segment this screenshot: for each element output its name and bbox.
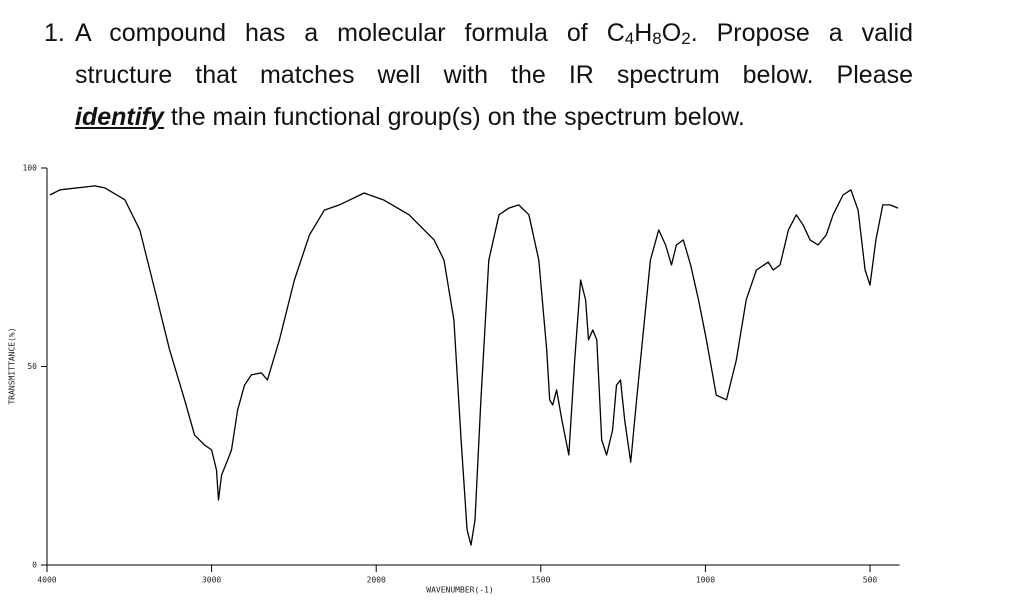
x-axis-label: WAVENUMBER(-1) [426,586,493,595]
count: 8 [652,29,662,48]
y-tick-label: 0 [32,561,37,570]
question-text: the main functional group(s) on the spec… [170,103,745,131]
element: H [634,19,653,47]
emphasis: identify [75,103,164,131]
element: O [661,19,682,47]
x-tick-label: 2000 [367,576,386,585]
question-text: A compound has a molecular formula of [75,19,588,47]
y-tick-label: 50 [27,362,37,371]
formula: C4H8O2. Propose a valid [607,19,913,47]
y-tick-label: 100 [23,164,38,173]
question-line: A compound has a molecular formula of C4… [75,16,913,50]
spectrum-line [49,185,899,546]
x-tick-label: 1500 [531,576,550,585]
question-number: 1. [44,19,65,47]
question-line: structure that matches well with the IR … [75,61,913,89]
y-axis-label: TRANSMITTANCE(%) [8,327,17,404]
x-tick-label: 500 [863,576,878,585]
question-text: . Propose a valid [690,19,914,47]
element: C [606,19,625,47]
x-tick-label: 3000 [202,576,221,585]
count: 4 [624,29,635,48]
count: 2 [681,29,691,48]
question-line: identify the main functional group(s) on… [75,100,913,134]
x-tick-label: 4000 [37,576,56,585]
x-tick-label: 1000 [696,576,715,585]
